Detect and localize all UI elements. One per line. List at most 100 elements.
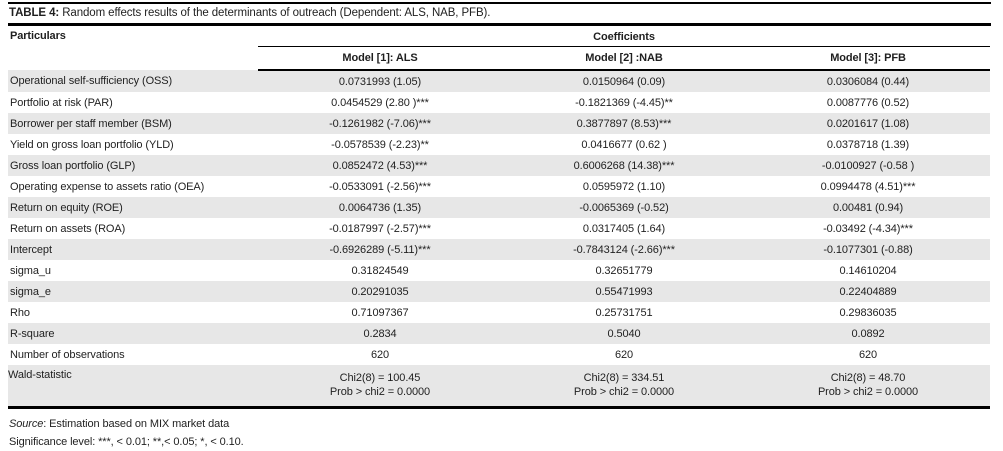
table-row-wald-statistic: Wald-statistic Chi2(8) = 100.45 Prob > c… [8, 365, 991, 409]
cell-als: 0.0454529 (2.80 )*** [331, 96, 429, 109]
row-label: Operating expense to assets ratio (OEA) [10, 180, 205, 193]
cell-nab: 0.25731751 [595, 306, 653, 319]
cell-nab: -0.0065369 (-0.52) [579, 201, 669, 214]
row-label: Return on assets (ROA) [10, 222, 126, 235]
cell-pfb: 0.0201617 (1.08) [826, 117, 910, 130]
cell-als: 0.31824549 [351, 264, 409, 277]
cell-als: -0.0578539 (-2.23)** [331, 138, 429, 151]
wald-chi2: Chi2(8) = 334.51 [583, 372, 665, 384]
cell-nab: -0.7843124 (-2.66)*** [573, 243, 675, 256]
cell-als: Chi2(8) = 100.45 Prob > chi2 = 0.0000 [258, 365, 502, 409]
wald-chi2: Chi2(8) = 48.70 [830, 372, 906, 384]
table-header: Particulars Coefficients Model [1]: ALS … [8, 26, 991, 71]
row-label: sigma_e [10, 285, 51, 298]
wald-prob: Prob > chi2 = 0.0000 [817, 386, 919, 398]
cell-als: -0.0533091 (-2.56)*** [329, 180, 431, 193]
table-title: TABLE 4: Random effects results of the d… [8, 2, 991, 26]
table-row: Operating expense to assets ratio (OEA) … [8, 176, 990, 197]
cell-pfb: -0.0100927 (-0.58 ) [821, 159, 915, 172]
coefficients-header: Coefficients [258, 26, 991, 47]
row-label: Borrower per staff member (BSM) [10, 117, 172, 130]
particulars-header: Particulars [10, 30, 66, 42]
table-title-text: Random effects results of the determinan… [59, 7, 491, 19]
row-label: Yield on gross loan portfolio (YLD) [10, 138, 174, 151]
cell-nab: 0.0595972 (1.10) [582, 180, 666, 193]
table-row: Borrower per staff member (BSM) -0.12619… [8, 113, 991, 134]
table-title-label: TABLE 4: [9, 7, 60, 19]
wald-prob: Prob > chi2 = 0.0000 [329, 386, 431, 398]
cell-als: 0.20291035 [351, 285, 409, 298]
cell-nab: 0.0317405 (1.64) [582, 222, 666, 235]
row-label: Return on equity (ROE) [10, 201, 123, 214]
table-row: sigma_u 0.31824549 0.32651779 0.14610204 [8, 260, 990, 281]
source-note-text: : Estimation based on MIX market data [43, 418, 230, 430]
table-notes: Source: Estimation based on MIX market d… [8, 409, 990, 451]
row-label: sigma_u [10, 264, 51, 277]
source-note-label: Source [9, 418, 44, 430]
cell-als: -0.6926289 (-5.11)*** [329, 243, 431, 256]
significance-note: Significance level: ***, < 0.01; **,< 0.… [9, 436, 244, 448]
cell-nab: 0.5040 [607, 327, 641, 340]
table-row: Return on assets (ROA) -0.0187997 (-2.57… [8, 218, 990, 239]
row-label: Portfolio at risk (PAR) [10, 96, 113, 109]
table-body: Operational self-sufficiency (OSS) 0.073… [8, 70, 991, 409]
cell-pfb: 620 [858, 348, 878, 361]
table-row: Intercept -0.6926289 (-5.11)*** -0.78431… [8, 239, 991, 260]
wald-chi2: Chi2(8) = 100.45 [339, 372, 421, 384]
cell-nab: 0.32651779 [595, 264, 653, 277]
cell-als: 0.71097367 [351, 306, 409, 319]
cell-als: -0.1261982 (-7.06)*** [329, 117, 431, 130]
table-row: Portfolio at risk (PAR) 0.0454529 (2.80 … [8, 92, 990, 113]
table-row: Gross loan portfolio (GLP) 0.0852472 (4.… [8, 155, 991, 176]
cell-als: 0.0064736 (1.35) [338, 201, 422, 214]
source-note: Source: Estimation based on MIX market d… [9, 415, 990, 433]
table-row: R-square 0.2834 0.5040 0.0892 [8, 323, 991, 344]
cell-pfb: 0.14610204 [839, 264, 897, 277]
header-row-models: Model [1]: ALS Model [2] :NAB Model [3]:… [8, 46, 991, 71]
cell-als: 0.0731993 (1.05) [338, 75, 422, 88]
cell-nab: -0.1821369 (-4.45)** [575, 96, 673, 109]
cell-pfb: 0.0378718 (1.39) [826, 138, 910, 151]
cell-pfb: 0.0892 [851, 327, 885, 340]
cell-nab: 0.0416677 (0.62 ) [581, 138, 667, 151]
cell-pfb: -0.03492 (-4.34)*** [823, 222, 913, 235]
model-3-header: Model [3]: PFB [746, 46, 991, 71]
model-2-header: Model [2] :NAB [502, 46, 746, 71]
cell-nab: 620 [614, 348, 634, 361]
row-label: Number of observations [10, 348, 125, 361]
cell-pfb: 0.22404889 [839, 285, 897, 298]
cell-pfb: 0.00481 (0.94) [832, 201, 904, 214]
cell-pfb: -0.1077301 (-0.88) [823, 243, 913, 256]
row-label: Gross loan portfolio (GLP) [10, 159, 136, 172]
model-1-header: Model [1]: ALS [258, 46, 502, 71]
cell-als: 0.2834 [363, 327, 397, 340]
cell-nab: 0.55471993 [595, 285, 653, 298]
wald-prob: Prob > chi2 = 0.0000 [573, 386, 675, 398]
row-label: Operational self-sufficiency (OSS) [10, 75, 173, 87]
cell-pfb: 0.29836035 [839, 306, 897, 319]
table-row: Rho 0.71097367 0.25731751 0.29836035 [8, 302, 990, 323]
table-row: Operational self-sufficiency (OSS) 0.073… [8, 70, 991, 92]
cell-nab: 0.3877897 (8.53)*** [576, 117, 672, 130]
table-row: Number of observations 620 620 620 [8, 344, 990, 365]
cell-pfb: 0.0087776 (0.52) [826, 96, 910, 109]
cell-pfb: 0.0994478 (4.51)*** [820, 180, 916, 193]
cell-nab: 0.0150964 (0.09) [582, 75, 666, 88]
row-label: Intercept [10, 243, 52, 256]
row-label: R-square [10, 327, 55, 340]
cell-nab: Chi2(8) = 334.51 Prob > chi2 = 0.0000 [502, 365, 746, 409]
row-label: Rho [10, 306, 30, 319]
cell-als: 0.0852472 (4.53)*** [332, 159, 428, 172]
row-label: Wald-statistic [8, 365, 258, 409]
header-row-coefficients: Particulars Coefficients [8, 26, 991, 47]
table-row: sigma_e 0.20291035 0.55471993 0.22404889 [8, 281, 991, 302]
cell-als: 620 [370, 348, 390, 361]
cell-als: -0.0187997 (-2.57)*** [329, 222, 431, 235]
table-row: Yield on gross loan portfolio (YLD) -0.0… [8, 134, 990, 155]
results-table: Particulars Coefficients Model [1]: ALS … [8, 26, 991, 409]
cell-pfb: Chi2(8) = 48.70 Prob > chi2 = 0.0000 [746, 365, 991, 409]
cell-nab: 0.6006268 (14.38)*** [573, 159, 675, 172]
cell-pfb: 0.0306084 (0.44) [826, 75, 910, 88]
table-row: Return on equity (ROE) 0.0064736 (1.35) … [8, 197, 991, 218]
